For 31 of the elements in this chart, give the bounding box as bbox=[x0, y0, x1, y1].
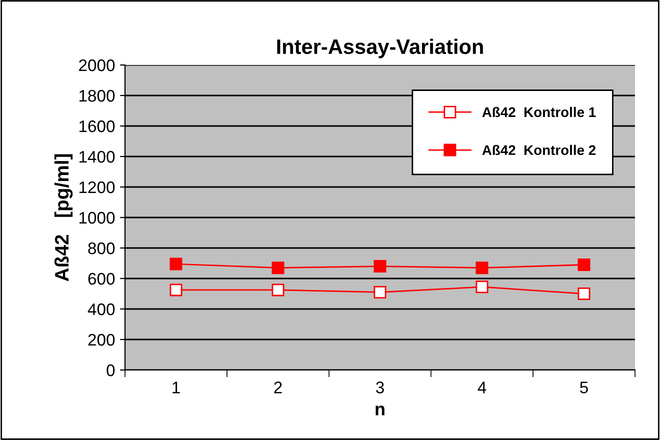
chart-title: Inter-Assay-Variation bbox=[277, 38, 483, 58]
y-tick-label: 1000 bbox=[79, 212, 115, 224]
point bbox=[170, 284, 182, 296]
y-tick-label: 200 bbox=[88, 334, 115, 346]
x-tick-label: 5 bbox=[580, 382, 588, 394]
point bbox=[578, 288, 590, 300]
point bbox=[272, 284, 284, 296]
y-tick-label: 0 bbox=[106, 364, 115, 376]
y-tick-label: 400 bbox=[88, 303, 115, 316]
x-tick-label: 3 bbox=[376, 382, 384, 394]
point bbox=[170, 258, 182, 270]
y-tick-label: 2000 bbox=[79, 59, 115, 72]
y-tick-label: 800 bbox=[88, 242, 115, 254]
y-tick-label: 600 bbox=[88, 272, 115, 285]
y-tick-label: 1800 bbox=[79, 90, 115, 102]
y-axis-title: Aß42 [pg/ml] bbox=[54, 154, 73, 282]
y-tick-label: 1600 bbox=[79, 120, 115, 132]
x-axis-title: n bbox=[376, 406, 384, 416]
y-tick-label: 1200 bbox=[79, 181, 115, 194]
x-tick-label: 1 bbox=[172, 382, 180, 394]
x-tick-label: 4 bbox=[478, 382, 486, 394]
x-tick-label: 2 bbox=[274, 382, 282, 394]
y-tick-label: 1400 bbox=[79, 150, 115, 163]
point bbox=[374, 260, 386, 273]
legend-label: Aß42 Kontrolle 2 bbox=[482, 144, 596, 156]
point bbox=[476, 262, 488, 274]
point bbox=[476, 280, 488, 294]
legend-label: Aß42 Kontrolle 1 bbox=[482, 106, 596, 118]
point bbox=[374, 286, 386, 298]
point bbox=[578, 258, 590, 272]
point bbox=[272, 262, 284, 274]
